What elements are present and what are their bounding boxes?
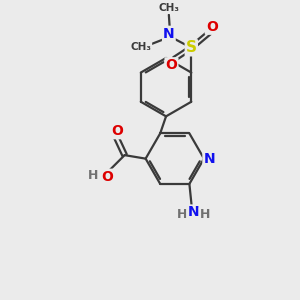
Text: O: O bbox=[101, 170, 113, 184]
Text: N: N bbox=[203, 152, 215, 166]
Text: H: H bbox=[177, 208, 188, 221]
Text: O: O bbox=[111, 124, 123, 138]
Text: CH₃: CH₃ bbox=[130, 42, 152, 52]
Text: H: H bbox=[88, 169, 99, 182]
Text: N: N bbox=[163, 27, 175, 41]
Text: O: O bbox=[206, 20, 218, 34]
Text: CH₃: CH₃ bbox=[158, 3, 179, 14]
Text: H: H bbox=[200, 208, 210, 221]
Text: S: S bbox=[186, 40, 197, 55]
Text: N: N bbox=[188, 206, 199, 220]
Text: O: O bbox=[166, 58, 177, 72]
